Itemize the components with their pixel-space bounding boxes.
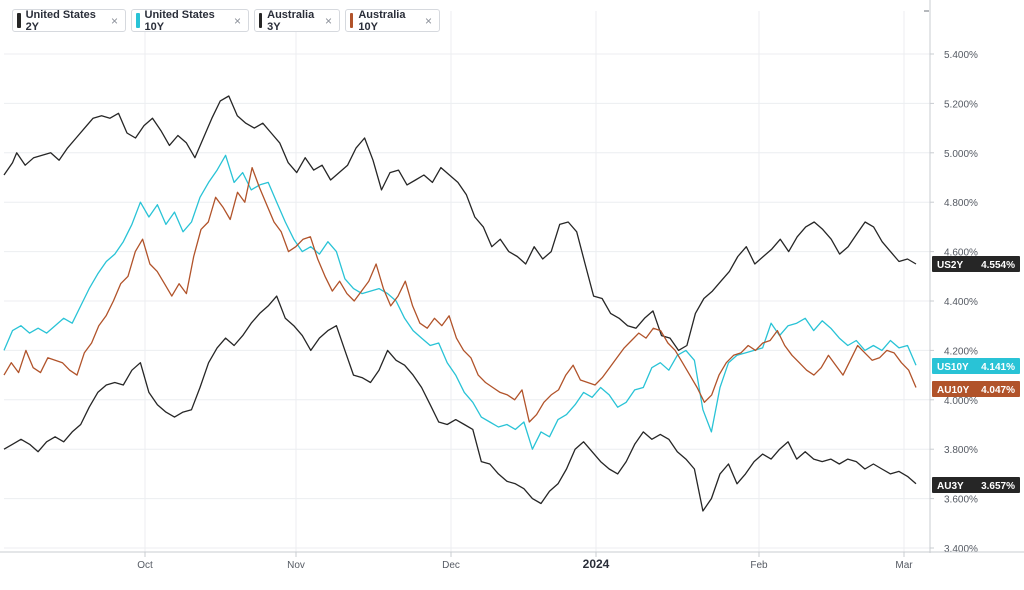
badge-value: 4.554%	[981, 260, 1015, 271]
y-tick-label: 4.400%	[944, 297, 978, 308]
x-tick-label: Feb	[750, 560, 768, 571]
series-line-au3y	[3, 295, 917, 512]
legend-chip-2[interactable]: United States 10Y ×	[131, 8, 249, 33]
y-tick-label: 4.000%	[944, 396, 978, 407]
badge-symbol: AU10Y	[937, 385, 970, 396]
legend-color-swatch	[17, 13, 21, 28]
close-icon[interactable]: ×	[424, 13, 432, 28]
legend-label: United States 2Y	[25, 8, 96, 33]
x-tick-label: Oct	[137, 560, 153, 571]
x-tick-label: 2024	[583, 557, 610, 571]
series-line-us2y	[3, 95, 917, 352]
y-tick-label: 4.600%	[944, 248, 978, 259]
legend-color-swatch	[259, 13, 263, 28]
series-line-us10y	[3, 154, 917, 450]
legend-color-swatch	[136, 13, 140, 28]
legend-chip-3[interactable]: Australia 3Y ×	[254, 8, 340, 33]
badge-bg	[932, 358, 1020, 374]
legend-label: Australia 10Y	[358, 8, 406, 33]
badge-bg	[932, 381, 1020, 397]
legend-label: Australia 3Y	[267, 8, 315, 33]
badge-bg	[932, 477, 1020, 493]
badge-value: 4.141%	[981, 362, 1015, 373]
badge-value: 3.657%	[981, 481, 1015, 492]
legend-label: United States 10Y	[144, 8, 215, 33]
legend-chip-1[interactable]: United States 2Y ×	[12, 8, 126, 33]
badge-value: 4.047%	[981, 385, 1015, 396]
y-tick-label: 5.400%	[944, 50, 978, 61]
y-tick-label: 3.400%	[944, 544, 978, 555]
close-icon[interactable]: ×	[233, 13, 241, 28]
last-value-badge-us10y: US10Y 4.141%	[932, 358, 1020, 374]
badge-symbol: AU3Y	[937, 481, 964, 492]
last-value-badge-us2y: US2Y 4.554%	[932, 256, 1020, 272]
legend-color-swatch	[350, 13, 354, 28]
x-tick-label: Mar	[895, 560, 913, 571]
badge-symbol: US10Y	[937, 362, 969, 373]
y-tick-label: 4.200%	[944, 346, 978, 357]
badge-symbol: US2Y	[937, 260, 963, 271]
x-tick-label: Nov	[287, 560, 305, 571]
badge-bg	[932, 256, 1020, 272]
y-tick-label: 3.600%	[944, 495, 978, 506]
last-value-badge-au10y: AU10Y 4.047%	[932, 381, 1020, 397]
last-value-badge-au3y: AU3Y 3.657%	[932, 477, 1020, 493]
close-icon[interactable]: ×	[324, 13, 332, 28]
legend-chip-4[interactable]: Australia 10Y ×	[345, 8, 440, 33]
y-tick-label: 5.000%	[944, 149, 978, 160]
close-icon[interactable]: ×	[110, 13, 118, 28]
series-line-au10y	[3, 166, 917, 423]
y-tick-label: 5.200%	[944, 99, 978, 110]
y-tick-label: 4.800%	[944, 198, 978, 209]
y-tick-label: 3.800%	[944, 445, 978, 456]
x-tick-label: Dec	[442, 560, 460, 571]
